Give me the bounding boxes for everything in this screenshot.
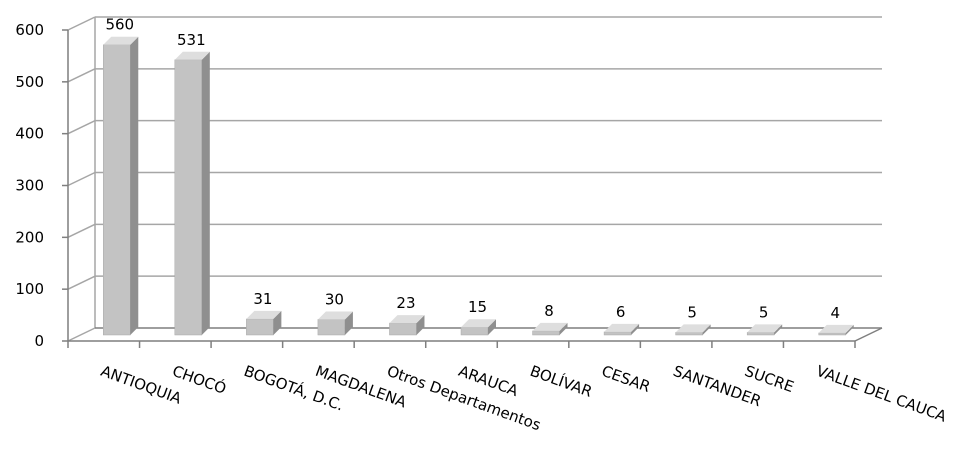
bar-top [246, 310, 282, 319]
bar-front [174, 59, 203, 336]
x-category-label: VALLE DEL CAUCA [814, 362, 950, 426]
bar-side [631, 323, 640, 335]
bar-front [675, 332, 703, 336]
bar-top [675, 324, 711, 333]
gridline-diagonal [67, 171, 96, 187]
bar-top [818, 324, 854, 333]
y-tick-label: 500 [15, 73, 44, 91]
gridline-diagonal [67, 68, 96, 83]
bar-top [103, 36, 139, 45]
bar-top [604, 323, 640, 332]
data-label: 531 [177, 31, 206, 49]
data-label: 23 [396, 294, 415, 312]
data-label: 4 [830, 304, 840, 322]
bar [174, 51, 210, 336]
data-label: 8 [544, 302, 554, 320]
y-tick-label: 0 [34, 332, 44, 350]
x-category-label: CESAR [599, 362, 653, 396]
bar-front [603, 331, 632, 336]
bar [389, 315, 425, 336]
data-label: 15 [468, 298, 487, 316]
bar [746, 324, 783, 336]
bar-side [559, 322, 568, 335]
bar [532, 322, 568, 336]
y-tick-label: 400 [15, 125, 44, 143]
bar [246, 310, 282, 336]
floor-right-edge [854, 327, 883, 342]
bar [103, 36, 139, 336]
bar [460, 319, 496, 336]
bars [103, 36, 854, 336]
bar-front [818, 332, 846, 336]
gridline-diagonal [67, 16, 96, 31]
bar-front [103, 44, 131, 336]
bar-top [174, 51, 210, 60]
bar-side [344, 311, 353, 335]
bar-side [201, 51, 210, 335]
bar-front [389, 322, 417, 336]
gridline-diagonal [67, 119, 96, 135]
data-label: 30 [325, 290, 344, 308]
gridline-diagonal [67, 223, 96, 239]
bar-side [774, 324, 783, 335]
bar [818, 324, 854, 336]
gridline-diagonal [67, 275, 96, 290]
bar [317, 311, 353, 336]
data-label: 31 [253, 290, 272, 308]
bar-side [416, 315, 425, 335]
y-tick-label: 600 [15, 21, 44, 39]
y-tick-label: 300 [15, 177, 44, 195]
bar-front [317, 319, 346, 336]
bar-top [532, 322, 568, 331]
bar-side [488, 319, 496, 335]
data-label: 5 [687, 303, 697, 321]
bar-side [845, 324, 854, 335]
y-tick-label: 100 [15, 280, 44, 298]
bar-top [389, 315, 425, 324]
bar [603, 323, 640, 336]
gridlines [67, 16, 882, 342]
bar-front [532, 330, 560, 336]
bar-top [747, 324, 783, 333]
data-label: 560 [105, 16, 134, 34]
y-tick-label: 200 [15, 228, 44, 246]
bar-front [746, 332, 775, 336]
bar-side [273, 310, 282, 335]
gridline-diagonal [67, 327, 96, 342]
bar-top [317, 311, 353, 320]
bar-top [461, 319, 496, 328]
bar [675, 324, 711, 336]
data-label: 5 [759, 303, 769, 321]
bar-side [702, 324, 711, 335]
x-category-label: ANTIOQUIA [98, 362, 184, 408]
bar-front [460, 326, 489, 336]
bar-side [130, 36, 139, 335]
bar-front [246, 318, 274, 336]
data-label: 6 [616, 303, 626, 321]
x-category-label: BOLÍVAR [528, 361, 595, 401]
